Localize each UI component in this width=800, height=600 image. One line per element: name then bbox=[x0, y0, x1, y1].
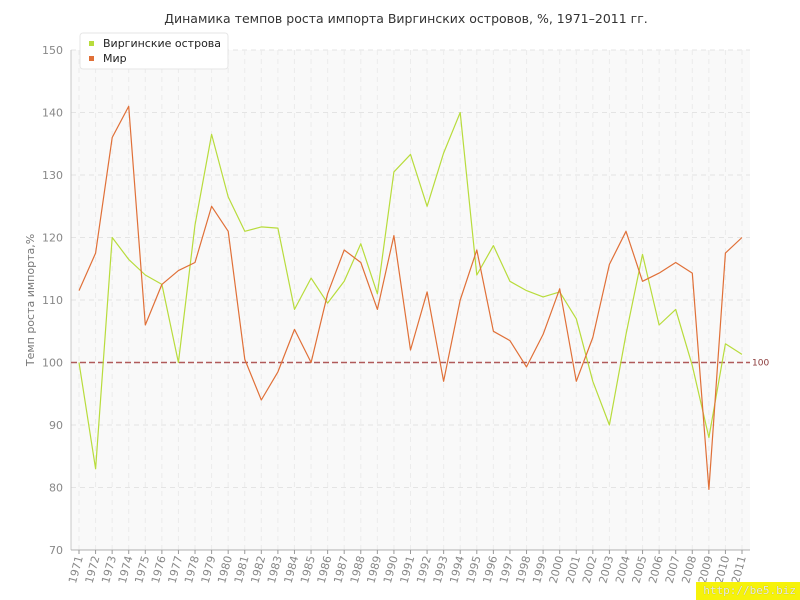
y-axis-ticks: 70 80 90 100 110 120 130 140 150 bbox=[42, 44, 63, 557]
legend-label-world: Мир bbox=[103, 52, 127, 65]
y-tick-label: 80 bbox=[49, 482, 63, 495]
x-axis-ticks: 1971197219731974197519761977197819791980… bbox=[66, 550, 749, 585]
y-tick-label: 140 bbox=[42, 107, 63, 120]
y-tick-label: 110 bbox=[42, 294, 63, 307]
series-line-world bbox=[78, 105, 743, 490]
x-tick-label: 2011 bbox=[729, 554, 749, 584]
series-group bbox=[78, 105, 743, 490]
reference-line-group: 100 bbox=[71, 359, 769, 369]
legend-swatch-virgin-islands bbox=[89, 41, 94, 46]
y-tick-label: 90 bbox=[49, 419, 63, 432]
y-tick-label: 100 bbox=[42, 357, 63, 370]
chart-title: Динамика темпов роста импорта Виргинских… bbox=[164, 11, 648, 26]
legend-swatch-world bbox=[89, 56, 94, 61]
y-tick-label: 150 bbox=[42, 44, 63, 57]
y-tick-label: 130 bbox=[42, 169, 63, 182]
y-tick-label: 120 bbox=[42, 232, 63, 245]
legend-label-virgin-islands: Виргинские острова bbox=[103, 37, 221, 50]
legend-box bbox=[79, 32, 229, 70]
watermark: http://be5.biz bbox=[696, 582, 800, 600]
reference-line-label: 100 bbox=[752, 359, 769, 369]
grid bbox=[71, 49, 750, 550]
y-axis-label: Темп роста импорта,% bbox=[24, 234, 37, 367]
y-tick-label: 70 bbox=[49, 544, 63, 557]
legend: Виргинские острова Мир bbox=[79, 32, 229, 70]
series-line-virgin-islands bbox=[78, 111, 743, 470]
